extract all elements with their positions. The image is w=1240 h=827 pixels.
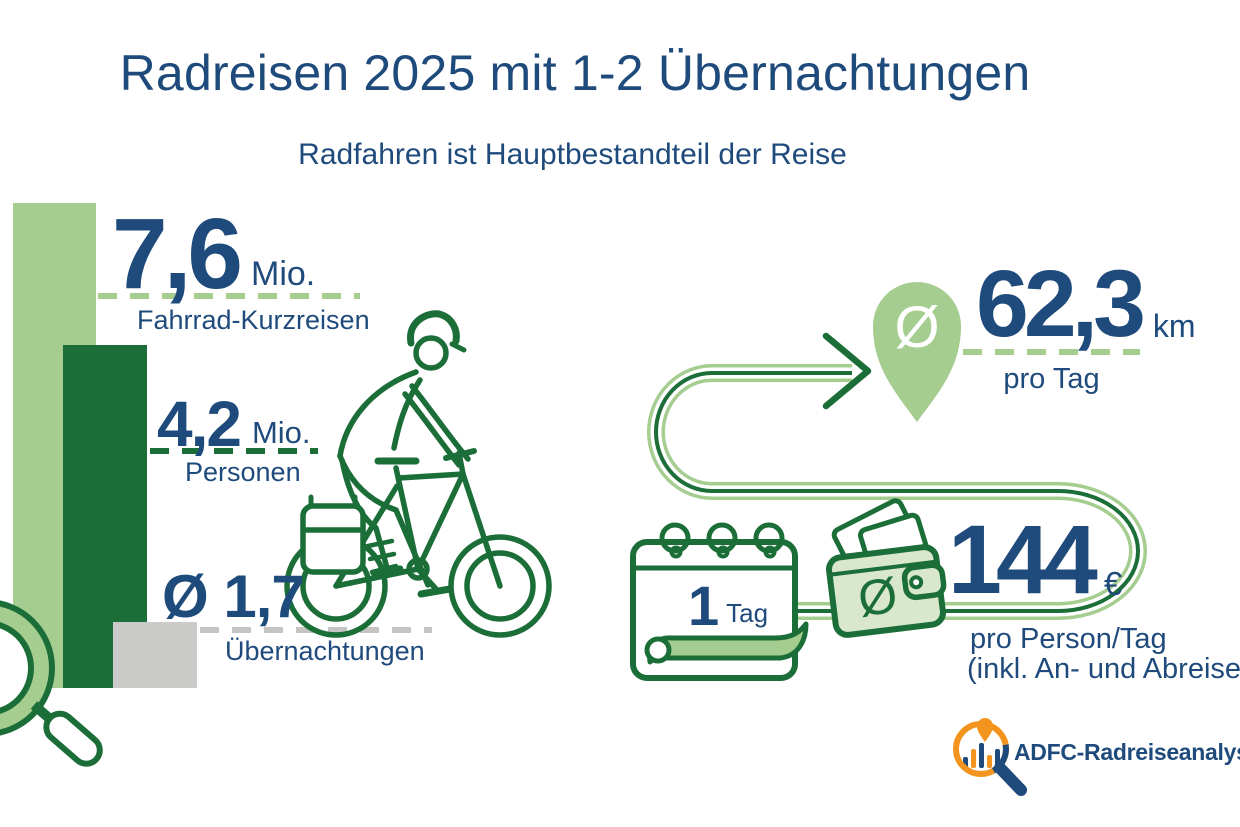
calendar-rings — [659, 522, 785, 559]
stat-cost-label-2: (inkl. An- und Abreise) — [967, 653, 1240, 685]
magnifier-icon — [0, 600, 103, 767]
wallet-icon: Ø — [826, 498, 947, 638]
stat-cost-value: 144 — [948, 505, 1098, 614]
stat-personen-unit: Mio. — [251, 415, 311, 451]
stat-kurzreisen-unit: Mio. — [251, 255, 316, 293]
stat-duration-value: 1 — [687, 574, 720, 637]
stat-personen-label: Personen — [185, 457, 301, 487]
stat-distance-label: pro Tag — [1003, 363, 1100, 395]
stat-distance: 62,3 km — [976, 251, 1196, 357]
stat-duration-unit: Tag — [726, 597, 769, 628]
route-arrow-icon — [822, 332, 872, 410]
stat-kurzreisen-value: 7,6 — [112, 198, 243, 310]
stat-distance-value: 62,3 — [976, 251, 1146, 357]
stat-kurzreisen-label: Fahrrad-Kurzreisen — [137, 305, 370, 335]
average-symbol-distance: Ø — [894, 295, 939, 360]
page-subtitle: Radfahren ist Hauptbestandteil der Reise — [298, 138, 847, 171]
stat-personen-value: 4,2 — [157, 388, 242, 460]
stat-duration: 1 Tag — [633, 574, 809, 637]
page-title: Radreisen 2025 mit 1-2 Übernachtungen — [119, 45, 1031, 101]
cyclist-icon — [284, 310, 552, 638]
logo-text: ADFC-Radreiseanalyse — [1014, 739, 1240, 765]
stat-uebernachtungen: Ø 1,7 — [162, 563, 305, 630]
bar-uebernachtungen — [113, 622, 197, 688]
stat-uebernachtungen-label: Übernachtungen — [225, 636, 425, 666]
stat-cost: 144 € — [948, 505, 1123, 614]
stat-kurzreisen: 7,6 Mio. — [112, 198, 316, 310]
calendar-icon — [630, 522, 809, 681]
stat-uebernachtungen-value: Ø 1,7 — [162, 563, 305, 630]
stat-distance-unit: km — [1152, 307, 1196, 344]
route-path — [647, 332, 1147, 620]
stat-cost-label-1: pro Person/Tag — [970, 623, 1167, 655]
location-pin-icon: Ø — [873, 282, 961, 422]
stat-cost-unit: € — [1103, 564, 1123, 602]
bar-chart — [13, 203, 432, 688]
average-symbol-cost: Ø — [855, 567, 900, 627]
stat-personen: 4,2 Mio. — [157, 388, 311, 460]
logo-magnifier-icon — [953, 718, 1027, 796]
